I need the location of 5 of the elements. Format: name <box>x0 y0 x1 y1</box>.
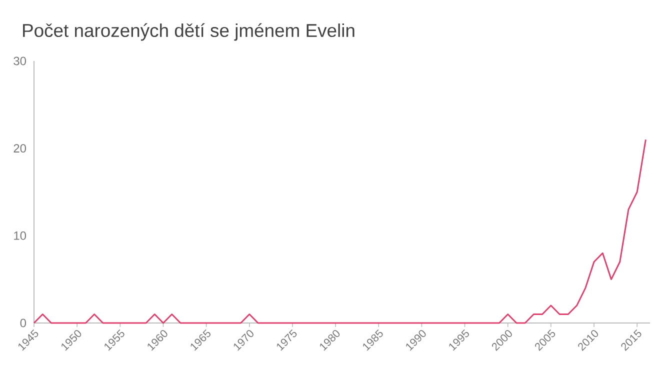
y-tick-label: 20 <box>14 144 26 153</box>
chart-title: Počet narozených dětí se jménem Evelin <box>23 23 354 41</box>
y-tick-label: 0 <box>20 318 26 328</box>
y-tick-label: 10 <box>14 231 26 240</box>
y-tick-label: 30 <box>14 56 26 66</box>
